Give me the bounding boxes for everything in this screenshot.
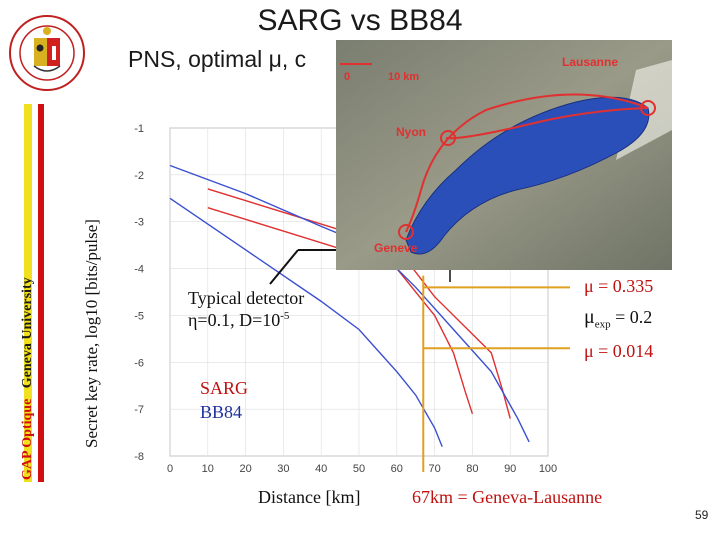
page-number: 59 [695, 508, 709, 522]
detector-pointer-line [269, 249, 299, 285]
x-tick-label: 80 [466, 463, 478, 472]
y-tick-label: -8 [134, 451, 144, 463]
detector-params: η=0.1, D=10-5 [188, 310, 289, 331]
x-tick-label: 90 [504, 463, 516, 472]
y-tick-label: -7 [134, 404, 144, 416]
fiber-route-upper [405, 93, 649, 233]
gap-optique-label: GAP Optique [20, 398, 35, 480]
mu-exp-subscript: exp [594, 318, 611, 331]
slide-subtitle: PNS, optimal μ, c [128, 46, 307, 72]
distance-annotation: 67km = Geneva-Lausanne [412, 487, 603, 507]
detector-params-exponent: -5 [280, 310, 290, 322]
city-geneve: Geneve [374, 241, 418, 255]
x-tick-label: 50 [353, 463, 365, 472]
side-accent-bar-yellow [24, 104, 32, 482]
slide-title: SARG vs BB84 [257, 4, 463, 37]
x-tick-label: 60 [391, 463, 403, 472]
y-tick-label: -2 [134, 170, 144, 182]
series-line-bb84 [169, 164, 530, 443]
x-tick-label: 10 [202, 463, 214, 472]
lake-geneva-map: 0 10 km Lausanne Nyon Geneve [336, 40, 672, 270]
y-tick-label: -3 [134, 217, 144, 229]
side-institution-label: GAP Optique Geneva University [20, 277, 36, 480]
y-tick-label: -5 [134, 310, 144, 322]
detector-label: Typical detector [188, 288, 305, 308]
y-axis-label: Secret key rate, log10 [bits/pulse] [82, 219, 101, 448]
x-tick-label: 20 [239, 463, 251, 472]
series-line-sarg [207, 188, 511, 419]
x-tick-label: 0 [167, 463, 173, 472]
y-tick-label: -6 [134, 357, 144, 369]
x-tick-label: 100 [539, 463, 557, 472]
x-tick-label: 70 [428, 463, 440, 472]
city-nyon: Nyon [396, 125, 426, 139]
mu-exp-annotation: μexp = 0.2 [584, 306, 652, 331]
geneve-marker [398, 224, 414, 240]
fiber-route-lower [445, 107, 649, 140]
mu-exp-symbol: μ [584, 306, 595, 328]
y-tick-label: -4 [134, 264, 144, 276]
detector-params-text: η=0.1, D=10 [188, 310, 281, 330]
x-tick-label: 40 [315, 463, 327, 472]
series-line-bb84 [169, 197, 443, 447]
scale-label: 10 km [388, 71, 419, 83]
city-lausanne: Lausanne [562, 55, 618, 69]
lausanne-marker [640, 100, 656, 116]
geneva-university-label: Geneva University [20, 277, 35, 389]
legend-bb84: BB84 [200, 402, 243, 422]
x-tick-label: 30 [277, 463, 289, 472]
lake-geneva [405, 96, 650, 255]
scale-zero: 0 [344, 71, 350, 83]
y-tick-label: -1 [134, 123, 144, 135]
mu-optimal-annotation: μ = 0.335 [584, 276, 654, 296]
series-line-sarg [207, 206, 474, 415]
side-accent-bar-red [38, 104, 44, 482]
nyon-marker [440, 130, 456, 146]
legend-sarg: SARG [200, 378, 249, 398]
x-axis-label: Distance [km] [258, 487, 361, 507]
university-seal-logo [9, 15, 85, 91]
mu-low-annotation: μ = 0.014 [584, 341, 654, 361]
mu-exp-value: = 0.2 [610, 307, 653, 327]
